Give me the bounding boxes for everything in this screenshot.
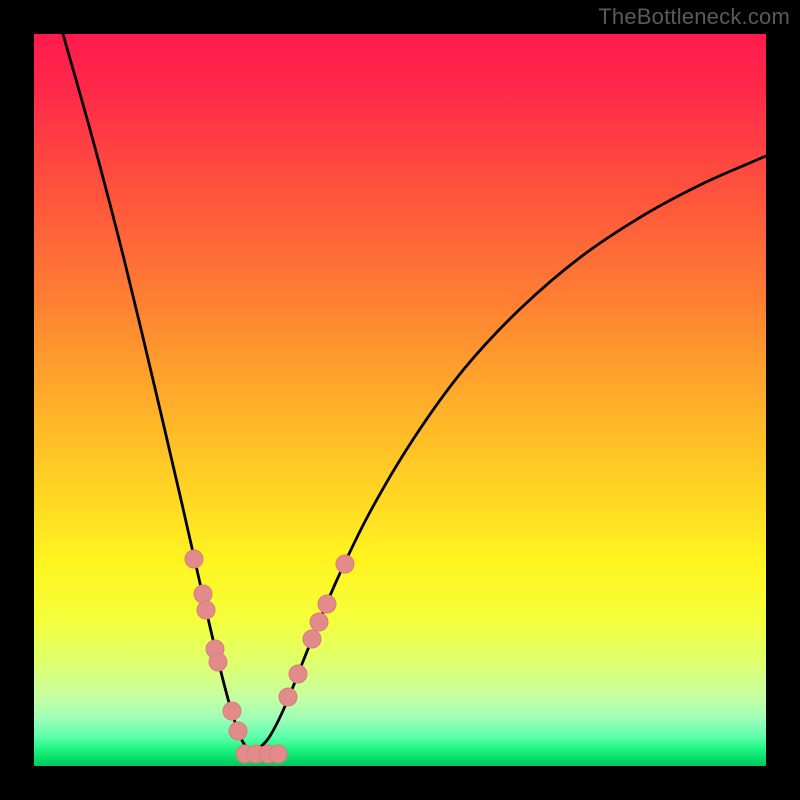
data-marker — [209, 653, 227, 671]
watermark-text: TheBottleneck.com — [598, 4, 790, 30]
data-marker — [194, 585, 212, 603]
data-marker — [197, 601, 215, 619]
data-marker — [279, 688, 297, 706]
data-marker — [310, 613, 328, 631]
chart-svg — [34, 34, 766, 766]
data-marker — [269, 745, 287, 763]
data-marker — [318, 595, 336, 613]
data-marker — [185, 550, 203, 568]
data-marker — [229, 722, 247, 740]
plot-area — [34, 34, 766, 766]
bottleneck-curve — [63, 34, 766, 751]
data-marker — [303, 630, 321, 648]
data-markers — [185, 550, 354, 763]
data-marker — [336, 555, 354, 573]
data-marker — [289, 665, 307, 683]
data-marker — [223, 702, 241, 720]
